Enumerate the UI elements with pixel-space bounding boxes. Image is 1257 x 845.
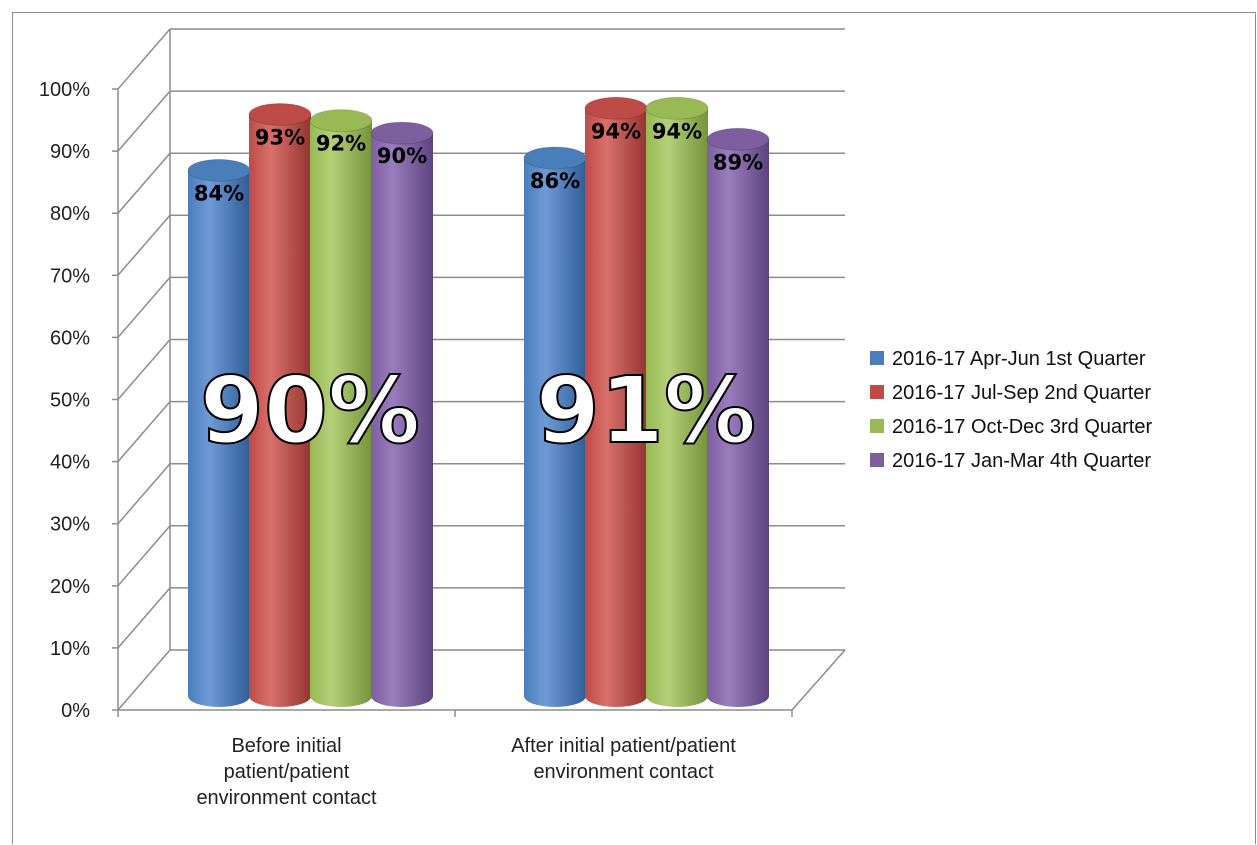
bar-body [188, 170, 250, 708]
chart-frame [12, 12, 1256, 844]
y-tick-label: 60% [50, 327, 90, 349]
data-label: 93% [255, 125, 305, 149]
bar-body [646, 108, 708, 707]
data-label: 90% [377, 144, 427, 168]
data-label: 94% [652, 119, 702, 143]
bar-body [310, 120, 372, 708]
grid-diagonal [117, 339, 171, 400]
grid-diagonal [117, 90, 171, 152]
grid-diagonal [117, 463, 171, 525]
grid-diagonal [117, 525, 171, 587]
data-labels: 84% 93% 92% 90% 86% 94% 94% 89% 90% 91% [194, 119, 763, 465]
bars [187, 96, 770, 708]
legend-label: 2016-17 Apr-Jun 1st Quarter [892, 348, 1146, 370]
legend-swatch [870, 419, 884, 433]
bar [248, 102, 312, 708]
bar-top [187, 158, 251, 182]
axes: 0% 10% 20% 30% 40% 50% 60% 70% 80% 90% 100% Before … [39, 29, 846, 809]
bar-body [524, 157, 586, 707]
category-label: After initial patient/patient environment… [511, 735, 736, 783]
annotation-label: 91% [536, 357, 756, 464]
grid-diagonal [117, 276, 171, 338]
bar-top [309, 109, 373, 133]
y-tick-label: 20% [50, 576, 90, 598]
y-tick-label: 80% [50, 203, 90, 225]
legend-label: 2016-17 Jul-Sep 2nd Quarter [892, 382, 1151, 404]
bar [645, 96, 709, 707]
legend-swatch [870, 385, 884, 399]
bar-top [370, 121, 434, 145]
bar-body [707, 139, 769, 707]
bar-top [645, 96, 709, 120]
data-label: 94% [591, 119, 641, 143]
legend-label: 2016-17 Jan-Mar 4th Quarter [892, 450, 1151, 472]
bar-top [248, 102, 312, 126]
category-label: Before initial patient/patient environment… [196, 735, 377, 809]
bar-body [249, 114, 311, 708]
bar-top [523, 146, 587, 170]
grid-diagonal [117, 401, 171, 463]
y-tick-label: 100% [39, 79, 90, 101]
y-tick-label: 40% [50, 452, 90, 474]
bar-body [371, 133, 433, 708]
category-label-line: environment contact [196, 787, 377, 809]
bar [370, 121, 434, 708]
bar-top [706, 127, 770, 151]
category-label-line: Before initial [231, 735, 341, 757]
grid-diagonal [117, 28, 171, 90]
y-tick-label: 50% [50, 390, 90, 412]
legend-label: 2016-17 Oct-Dec 3rd Quarter [892, 416, 1152, 438]
y-tick-label: 90% [50, 141, 90, 163]
legend: 2016-17 Apr-Jun 1st Quarter 2016-17 Jul-S… [870, 348, 1152, 472]
data-label: 92% [316, 132, 366, 156]
category-label-line: environment contact [533, 761, 714, 783]
grid-diagonal [117, 587, 171, 649]
category-label-line: patient/patient [224, 761, 350, 783]
legend-swatch [870, 453, 884, 467]
y-tick-label: 0% [61, 700, 90, 722]
legend-swatch [870, 351, 884, 365]
bar [187, 158, 251, 708]
floor-edge [791, 649, 846, 711]
annotation-label: 90% [200, 357, 420, 464]
bar [309, 109, 373, 708]
y-tick-label: 70% [50, 265, 90, 287]
category-label-line: After initial patient/patient [511, 735, 736, 757]
grid-diagonal [117, 649, 171, 711]
data-label: 86% [530, 169, 580, 193]
grid-diagonal [117, 152, 171, 214]
bar-top [584, 96, 648, 120]
y-tick-label: 30% [50, 514, 90, 536]
data-label: 84% [194, 181, 244, 205]
y-tick-label: 10% [50, 638, 90, 660]
bar [523, 146, 587, 707]
bar-body [585, 108, 647, 707]
data-label: 89% [713, 150, 763, 174]
grid-diagonal [117, 214, 171, 276]
bar [706, 127, 770, 707]
